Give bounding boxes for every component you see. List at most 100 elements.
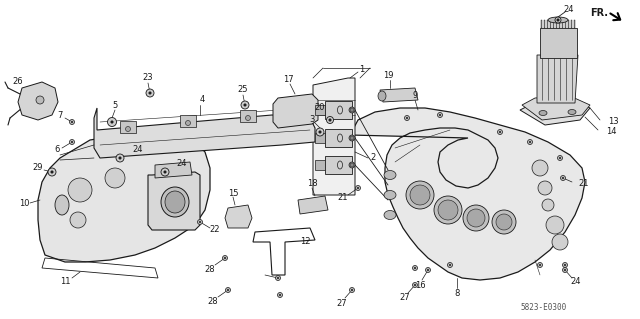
- Circle shape: [329, 119, 332, 121]
- Circle shape: [562, 177, 564, 179]
- Circle shape: [278, 293, 282, 298]
- Polygon shape: [556, 20, 557, 28]
- Text: FR.: FR.: [590, 8, 608, 18]
- Polygon shape: [120, 121, 136, 133]
- Text: 6: 6: [54, 145, 60, 154]
- Circle shape: [279, 294, 281, 296]
- Circle shape: [414, 267, 416, 269]
- Polygon shape: [380, 88, 418, 102]
- Circle shape: [223, 256, 227, 261]
- Polygon shape: [520, 100, 590, 125]
- Circle shape: [467, 209, 485, 227]
- Polygon shape: [315, 133, 325, 143]
- Text: 2: 2: [371, 153, 376, 162]
- Circle shape: [111, 121, 113, 123]
- Polygon shape: [553, 20, 554, 28]
- Circle shape: [199, 221, 201, 223]
- Ellipse shape: [384, 170, 396, 180]
- Text: 22: 22: [210, 226, 220, 234]
- Circle shape: [404, 115, 410, 121]
- Circle shape: [70, 212, 86, 228]
- Text: 4: 4: [200, 95, 205, 105]
- Text: 27: 27: [337, 300, 348, 308]
- Circle shape: [413, 283, 417, 287]
- Polygon shape: [540, 28, 577, 58]
- Polygon shape: [562, 20, 563, 28]
- Ellipse shape: [539, 110, 547, 115]
- Circle shape: [277, 277, 279, 279]
- Circle shape: [538, 181, 552, 195]
- Polygon shape: [155, 162, 192, 178]
- Circle shape: [527, 139, 532, 145]
- Text: 16: 16: [415, 280, 426, 290]
- Polygon shape: [225, 205, 252, 228]
- Ellipse shape: [548, 17, 568, 23]
- Circle shape: [564, 269, 566, 271]
- Ellipse shape: [384, 190, 396, 199]
- Text: 20: 20: [315, 103, 325, 113]
- Text: 17: 17: [283, 76, 293, 85]
- Circle shape: [542, 199, 554, 211]
- Ellipse shape: [378, 91, 386, 101]
- Polygon shape: [298, 196, 328, 214]
- Polygon shape: [325, 156, 352, 174]
- Circle shape: [559, 157, 561, 159]
- Circle shape: [275, 276, 280, 280]
- Circle shape: [552, 234, 568, 250]
- Circle shape: [563, 268, 568, 272]
- Polygon shape: [240, 110, 256, 122]
- Text: 24: 24: [177, 160, 188, 168]
- Circle shape: [532, 160, 548, 176]
- Circle shape: [319, 131, 321, 133]
- Circle shape: [225, 287, 230, 293]
- Circle shape: [447, 263, 452, 268]
- Text: 28: 28: [208, 298, 218, 307]
- Polygon shape: [315, 105, 325, 115]
- Circle shape: [326, 116, 333, 123]
- Text: 28: 28: [205, 265, 215, 275]
- Polygon shape: [148, 172, 200, 230]
- Ellipse shape: [186, 121, 191, 125]
- Polygon shape: [313, 78, 355, 195]
- Circle shape: [70, 120, 74, 124]
- Circle shape: [557, 19, 559, 21]
- Text: 1: 1: [360, 65, 365, 75]
- Polygon shape: [18, 82, 58, 120]
- Text: 19: 19: [383, 70, 393, 79]
- Circle shape: [198, 219, 202, 225]
- Circle shape: [227, 289, 229, 291]
- Text: 5: 5: [113, 100, 118, 109]
- Polygon shape: [537, 55, 578, 103]
- Circle shape: [244, 104, 246, 106]
- Text: 25: 25: [237, 85, 248, 94]
- Circle shape: [350, 163, 354, 167]
- Ellipse shape: [161, 187, 189, 217]
- Polygon shape: [180, 115, 196, 127]
- Circle shape: [499, 131, 501, 133]
- Text: 21: 21: [338, 194, 348, 203]
- Circle shape: [241, 101, 249, 109]
- Text: 9: 9: [412, 91, 418, 100]
- Text: 12: 12: [300, 238, 310, 247]
- Circle shape: [538, 263, 543, 268]
- Polygon shape: [571, 20, 572, 28]
- Circle shape: [149, 92, 151, 94]
- Circle shape: [438, 113, 442, 117]
- Circle shape: [529, 141, 531, 143]
- Circle shape: [564, 264, 566, 266]
- Text: 10: 10: [19, 198, 29, 207]
- Text: 18: 18: [307, 180, 317, 189]
- Polygon shape: [522, 96, 590, 120]
- Circle shape: [357, 187, 359, 189]
- Text: 24: 24: [564, 5, 574, 14]
- Ellipse shape: [165, 191, 185, 213]
- Polygon shape: [544, 20, 545, 28]
- Text: 29: 29: [33, 164, 44, 173]
- Circle shape: [561, 175, 566, 181]
- Polygon shape: [325, 129, 352, 147]
- Circle shape: [36, 96, 44, 104]
- Circle shape: [438, 200, 458, 220]
- Circle shape: [116, 154, 124, 162]
- Polygon shape: [568, 20, 569, 28]
- Text: 11: 11: [60, 278, 70, 286]
